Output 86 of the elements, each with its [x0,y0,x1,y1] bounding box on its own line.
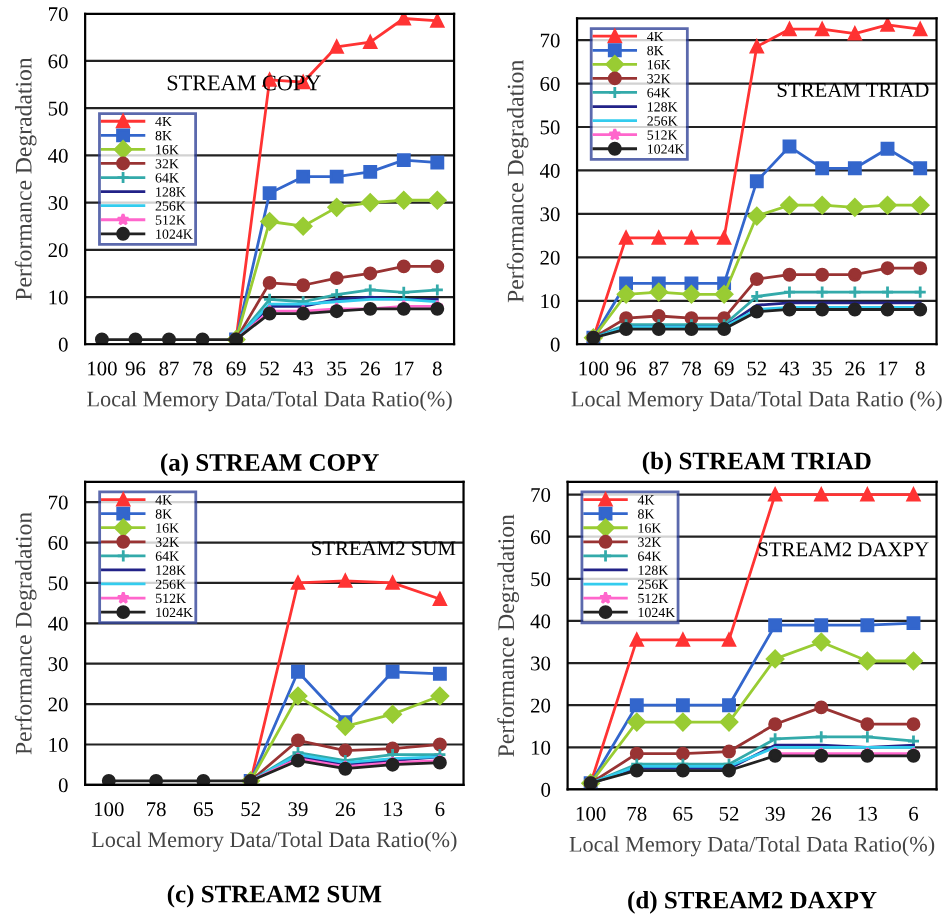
x-tick-label: 69 [226,361,246,376]
y-tick-label: 50 [531,572,551,587]
y-tick-label: 20 [531,698,551,713]
y-axis-title: Performance Degradation [497,514,519,757]
y-tick-label: 0 [550,337,560,352]
x-tick-label: 8 [915,361,925,376]
x-tick-label: 39 [765,806,785,821]
y-tick-label: 20 [48,243,68,258]
x-tick-label: 78 [147,802,166,817]
text: STREAM2 SUM [312,541,456,556]
x-tick-label: 100 [88,361,117,376]
x-axis-title: Local Memory Data/Total Data Ratio(%) [87,390,452,412]
y-tick-label: 10 [49,290,68,305]
y-tick-label: 40 [48,616,68,631]
x-tick-label: 52 [241,802,260,817]
x-tick-label: 65 [193,802,213,817]
x-tick-label: 17 [878,361,898,376]
x-tick-label: 13 [384,802,403,817]
y-tick-label: 10 [531,740,551,755]
x-tick-label: 6 [435,802,445,817]
text: (a) STREAM COPY [160,453,379,476]
y-tick-label: 20 [48,697,68,712]
y-tick-label: 50 [540,120,560,135]
x-tick-label: 52 [260,361,279,376]
x-tick-label: 96 [616,361,636,376]
x-tick-label: 78 [193,361,213,376]
text: STREAM TRIAD [777,82,929,97]
x-tick-label: 43 [779,361,800,376]
text: (c) STREAM2 SUM [167,884,382,908]
y-tick-label: 0 [58,337,68,352]
text: (d) STREAM2 DAXPY [628,890,877,914]
y-tick-label: 70 [531,487,551,503]
x-tick-label: 8 [432,361,442,376]
x-tick-label: 69 [714,361,734,376]
y-tick-label: 50 [48,576,68,591]
y-tick-label: 30 [48,195,68,211]
x-tick-label: 100 [576,806,606,821]
x-tick-label: 26 [335,802,356,817]
x-tick-label: 35 [327,361,347,376]
y-tick-label: 60 [48,54,68,69]
x-tick-label: 78 [627,806,647,821]
x-tick-label: 78 [682,361,702,376]
y-tick-label: 0 [58,778,68,793]
y-tick-label: 30 [540,207,560,222]
x-tick-label: 96 [125,361,146,376]
x-tick-label: 39 [288,802,308,817]
y-tick-label: 60 [531,530,551,545]
x-tick-label: 100 [579,361,609,376]
y-tick-label: 70 [49,495,68,510]
x-axis-title: Local Memory Data/Total Data Ratio(%) [569,836,935,857]
y-tick-label: 70 [49,7,68,22]
y-tick-label: 40 [530,614,551,629]
x-tick-label: 100 [95,802,124,817]
y-tick-label: 70 [540,33,560,48]
y-tick-label: 30 [531,656,551,671]
x-tick-label: 52 [719,806,739,821]
text: STREAM2 DAXPY [758,542,929,557]
y-tick-label: 60 [48,535,68,550]
y-tick-label: 0 [541,782,551,797]
x-tick-label: 26 [811,806,832,821]
y-axis-title: Performance Degradation [14,57,37,300]
x-tick-label: 26 [360,361,381,376]
text: (b) STREAM TRIAD [642,451,871,475]
y-tick-label: 40 [539,163,560,178]
x-tick-label: 17 [395,361,414,376]
x-tick-label: 52 [747,361,767,376]
text: STREAM COPY [167,75,321,91]
y-axis-title: Performance Degradation [506,60,529,303]
y-tick-label: 30 [48,657,68,672]
y-tick-label: 10 [49,737,68,752]
y-axis-title: Performance Degradation [14,512,37,755]
x-tick-label: 26 [845,361,865,376]
x-tick-label: 35 [812,361,832,376]
x-tick-label: 13 [858,806,877,821]
y-tick-label: 10 [541,294,560,309]
x-axis-title: Local Memory Data/Total Data Ratio(%) [91,831,457,852]
x-tick-label: 43 [293,361,313,376]
x-tick-label: 87 [159,361,179,376]
y-tick-label: 40 [48,148,68,163]
y-tick-label: 20 [540,250,560,265]
y-tick-label: 50 [48,101,68,116]
y-tick-label: 60 [540,76,560,91]
x-tick-label: 6 [909,806,919,821]
x-tick-label: 65 [673,806,693,821]
x-tick-label: 87 [649,361,669,376]
x-axis-title: Local Memory Data/Total Data Ratio (%) [571,390,942,412]
